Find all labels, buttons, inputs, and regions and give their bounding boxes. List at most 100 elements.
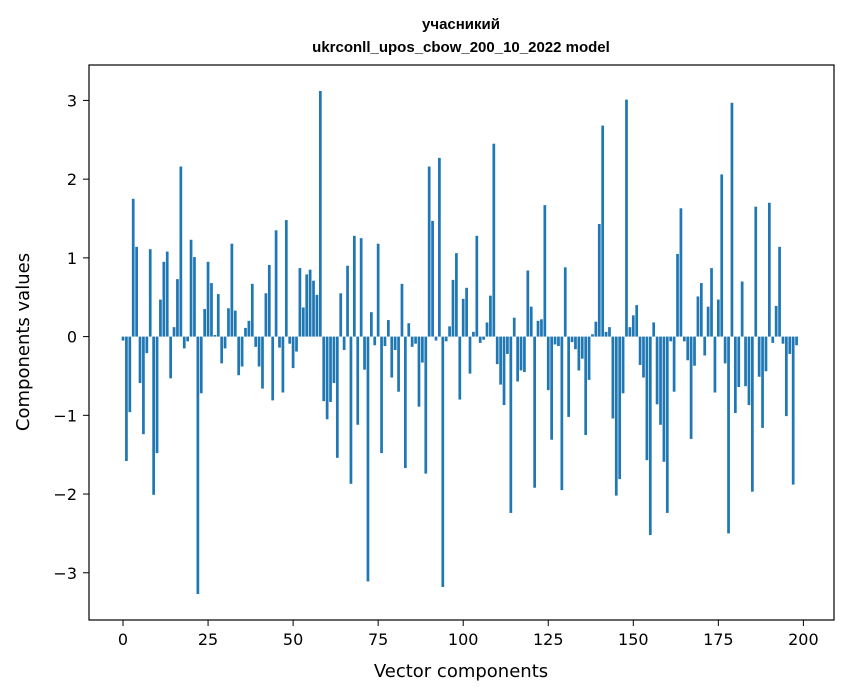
bar xyxy=(414,336,417,344)
bar xyxy=(233,310,237,337)
bar xyxy=(186,336,190,342)
bar xyxy=(543,205,547,337)
bar xyxy=(665,336,669,513)
bar xyxy=(526,270,530,337)
bar xyxy=(216,294,220,337)
bar xyxy=(322,336,326,402)
bar xyxy=(176,279,179,337)
bar xyxy=(597,224,601,337)
bar xyxy=(774,305,778,337)
bar xyxy=(410,336,414,347)
bar xyxy=(557,336,560,347)
bar xyxy=(240,336,244,367)
bar xyxy=(546,336,550,391)
bar xyxy=(128,336,132,413)
bar xyxy=(247,320,251,337)
bar xyxy=(284,220,288,337)
bar xyxy=(785,336,788,417)
bar xyxy=(574,336,577,350)
bar xyxy=(380,336,383,454)
bar xyxy=(288,336,292,344)
bar xyxy=(733,336,737,413)
bar xyxy=(540,319,543,337)
x-tick-label: 175 xyxy=(703,630,734,649)
bar xyxy=(346,265,349,337)
bar xyxy=(502,336,506,406)
bar xyxy=(448,326,451,337)
bar xyxy=(689,336,693,439)
bar xyxy=(434,336,438,341)
bar xyxy=(257,336,261,367)
bar xyxy=(720,174,724,337)
chart-title-line2: ukrconll_upos_cbow_200_10_2022 model xyxy=(312,39,610,56)
bar xyxy=(230,243,234,337)
bar xyxy=(421,336,424,363)
bar xyxy=(315,294,319,337)
bar xyxy=(356,336,360,425)
bar xyxy=(349,336,353,484)
y-tick-label: 3 xyxy=(67,91,77,110)
bar xyxy=(682,336,686,342)
bar xyxy=(788,336,792,354)
x-tick-label: 25 xyxy=(198,630,218,649)
bar xyxy=(768,202,771,337)
bar xyxy=(614,336,618,496)
bar xyxy=(400,283,404,337)
bar xyxy=(237,336,241,376)
bar xyxy=(645,336,649,461)
bar xyxy=(152,336,155,495)
x-tick-label: 150 xyxy=(618,630,649,649)
bar xyxy=(301,307,305,337)
bar xyxy=(295,336,298,352)
bar xyxy=(441,336,445,587)
bar xyxy=(329,336,332,402)
bar xyxy=(727,336,730,534)
bar xyxy=(757,336,761,377)
bar xyxy=(199,336,203,394)
bar xyxy=(390,336,394,378)
bar xyxy=(672,336,676,392)
bar xyxy=(791,336,795,485)
bar xyxy=(465,287,468,337)
bar xyxy=(492,143,496,337)
bar xyxy=(472,331,475,337)
bar xyxy=(438,157,441,337)
bar xyxy=(489,295,492,337)
bar xyxy=(519,336,523,371)
bar xyxy=(659,336,662,425)
bar xyxy=(686,336,690,361)
bar xyxy=(455,253,458,337)
bar xyxy=(203,309,207,337)
bar xyxy=(206,261,210,337)
bar xyxy=(744,336,747,387)
bar xyxy=(604,331,608,337)
bar xyxy=(352,235,356,337)
bar xyxy=(196,336,200,595)
bar xyxy=(703,336,707,356)
bar xyxy=(424,336,428,474)
bar xyxy=(723,336,727,364)
bar xyxy=(482,336,485,340)
bar xyxy=(325,336,329,420)
bar xyxy=(655,336,659,405)
bar xyxy=(193,257,196,337)
bar xyxy=(584,336,588,435)
bar xyxy=(638,336,642,365)
bar xyxy=(591,334,594,337)
bar xyxy=(213,335,217,337)
y-tick-label: 2 xyxy=(67,170,77,189)
bar xyxy=(159,299,162,337)
bar xyxy=(121,336,125,341)
bar xyxy=(730,102,734,337)
bar xyxy=(254,336,258,347)
y-axis-label: Components values xyxy=(13,253,34,431)
bar xyxy=(635,305,639,337)
bar xyxy=(580,336,584,359)
plot-frame xyxy=(88,64,835,621)
bar xyxy=(373,336,377,346)
bar xyxy=(747,336,751,406)
bar xyxy=(560,336,564,491)
bar xyxy=(142,336,145,435)
bar xyxy=(332,336,336,384)
bar xyxy=(417,336,421,407)
